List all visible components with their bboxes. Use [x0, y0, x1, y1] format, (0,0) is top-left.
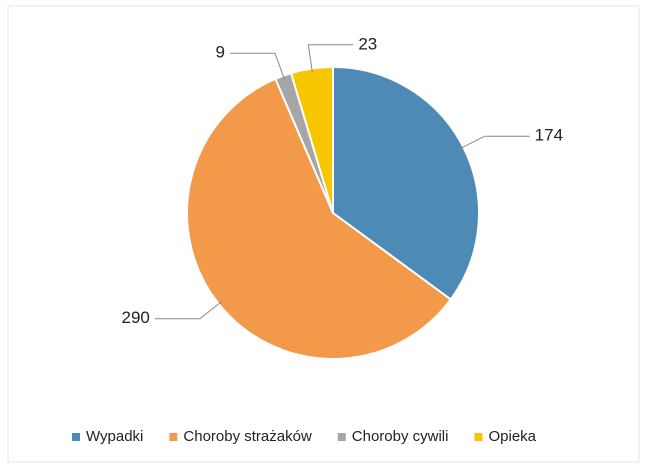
legend-label: Wypadki	[86, 428, 143, 445]
legend-label: Choroby strażaków	[183, 428, 312, 445]
leader-line	[307, 44, 354, 73]
data-label: 290	[122, 308, 150, 327]
legend-label: Opieka	[488, 428, 536, 445]
legend-swatch	[169, 433, 178, 441]
legend-swatch	[337, 433, 346, 441]
data-label: 23	[358, 34, 377, 53]
leader-line	[229, 52, 285, 80]
leader-line	[459, 135, 530, 150]
legend-label: Choroby cywili	[352, 428, 449, 445]
data-label: 9	[216, 43, 225, 62]
legend-swatch	[72, 433, 80, 441]
legend-swatch	[474, 433, 483, 441]
data-label: 174	[535, 126, 563, 145]
leader-line	[154, 300, 223, 320]
